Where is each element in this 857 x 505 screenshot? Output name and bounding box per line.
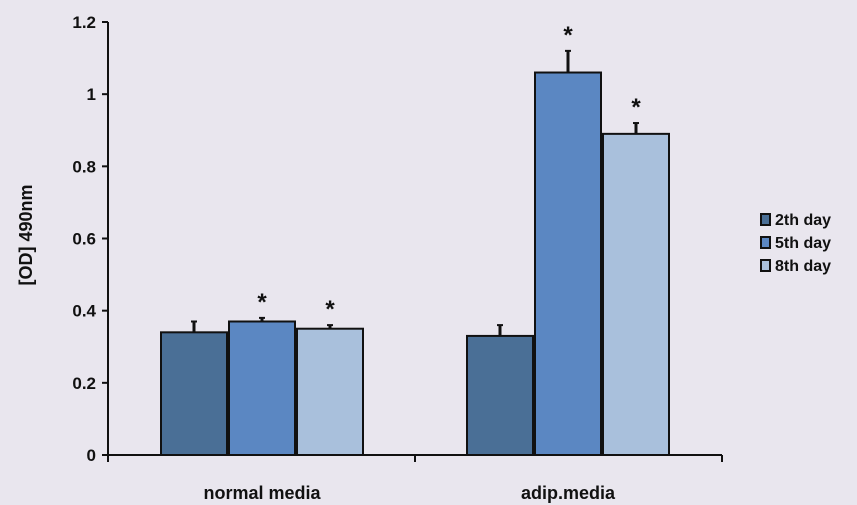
bar bbox=[296, 327, 364, 457]
significance-mark: * bbox=[631, 94, 641, 121]
y-axis-title: [OD] 490nm bbox=[16, 184, 36, 285]
bars: * * * * bbox=[160, 22, 670, 457]
bar bbox=[466, 334, 534, 456]
legend-label: 2th day bbox=[775, 212, 831, 229]
bar bbox=[160, 331, 228, 457]
significance-mark: * bbox=[563, 22, 573, 49]
legend-label: 8th day bbox=[775, 258, 831, 275]
y-tick-label: 1.2 bbox=[72, 13, 96, 32]
bar bbox=[534, 71, 602, 457]
y-tick-label: 1 bbox=[87, 85, 96, 104]
x-category-label: normal media bbox=[203, 483, 321, 503]
y-axis-title-group: [OD] 490nm bbox=[16, 184, 36, 285]
y-tick-label: 0.6 bbox=[72, 230, 96, 249]
legend-swatch bbox=[760, 213, 771, 226]
significance-mark: * bbox=[257, 289, 267, 316]
bar bbox=[228, 320, 296, 456]
y-tick-label: 0 bbox=[87, 446, 96, 465]
legend-label: 5th day bbox=[775, 235, 831, 252]
y-tick-label: 0.2 bbox=[72, 374, 96, 393]
category-labels: normal media adip.media bbox=[203, 483, 616, 503]
x-category-label: adip.media bbox=[521, 483, 616, 503]
legend: 2th day 5th day 8th day bbox=[760, 212, 831, 275]
y-tick-label: 0.8 bbox=[72, 157, 96, 176]
significance-mark: * bbox=[325, 296, 335, 323]
legend-swatch bbox=[760, 236, 771, 249]
bar bbox=[602, 132, 670, 456]
y-tick-label: 0.4 bbox=[72, 302, 96, 321]
legend-swatch bbox=[760, 259, 771, 272]
